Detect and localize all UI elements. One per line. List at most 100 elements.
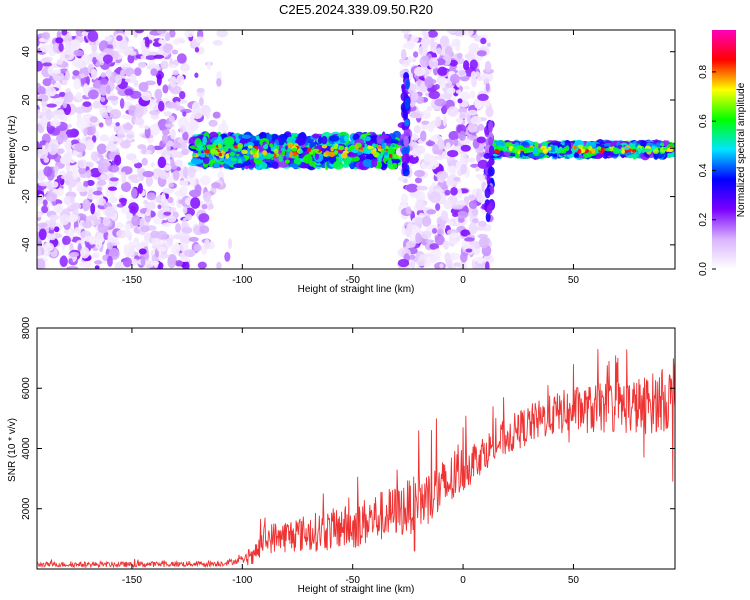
spectrogram-cell: [134, 117, 145, 126]
spectrogram-cell: [190, 197, 201, 209]
spectrogram-cell: [389, 139, 399, 144]
spectrogram-cell: [421, 120, 430, 125]
spectrogram-cell: [455, 161, 461, 172]
spectrogram-cell: [415, 232, 422, 245]
spectrogram-cell: [41, 32, 51, 40]
snr-x-tick-label: -150: [122, 575, 142, 586]
spectrogram-cell: [237, 142, 244, 149]
spectrogram-cell: [202, 156, 210, 165]
spectrogram-cell: [321, 135, 328, 145]
spectrogram-cell: [473, 243, 478, 249]
spectrogram-cell: [469, 59, 478, 70]
spectrogram-cell: [100, 96, 106, 102]
spectrogram-cell: [404, 119, 410, 127]
spectrogram-cell: [455, 89, 462, 94]
spectrogram-cell: [110, 50, 120, 60]
spectrogram-cell: [144, 202, 156, 210]
spectrogram-x-axis: -150 -100 -50 0 50: [122, 30, 579, 286]
spectrogram-cell: [421, 216, 432, 227]
spectrogram-cell: [384, 151, 389, 156]
spectrogram-cell: [49, 217, 57, 229]
spectrogram-cell: [148, 102, 160, 112]
spectrogram-cell: [280, 136, 287, 143]
spectrogram-cell: [137, 183, 143, 194]
spectrogram-cell: [96, 179, 107, 186]
spectrogram-cell: [201, 204, 208, 210]
spectrogram-cell: [91, 252, 100, 259]
spectrogram-x-tick-label: -150: [122, 275, 142, 286]
spectrogram-cell: [94, 265, 100, 269]
spectrogram-cell: [605, 147, 611, 152]
spectrogram-cell: [134, 67, 142, 77]
spectrogram-cell: [153, 54, 165, 59]
spectrogram-cell: [161, 192, 166, 203]
spectrogram-cell: [48, 233, 57, 241]
spectrogram-cell: [175, 37, 185, 44]
spectrogram-cell: [204, 148, 211, 155]
spectrogram-cell: [413, 169, 426, 178]
spectrogram-cell: [484, 60, 492, 73]
spectrogram-cell: [128, 50, 137, 56]
spectrogram-cell: [122, 257, 132, 268]
spectrogram-cell: [366, 145, 374, 150]
colorbar: 0.0 0.2 0.4 0.6 0.8 Normalized spectral ampl…: [698, 30, 747, 276]
spectrogram-cell: [318, 136, 323, 145]
spectrogram-cell: [129, 73, 137, 84]
spectrogram-cell: [150, 113, 160, 120]
spectrogram-cell: [194, 72, 199, 78]
spectrogram-cell: [179, 125, 186, 134]
spectrogram-cell: [484, 187, 491, 199]
spectrogram-cell: [184, 213, 193, 221]
spectrogram-cell: [182, 206, 188, 214]
spectrogram-cell: [62, 99, 68, 109]
spectrogram-cell: [446, 87, 456, 94]
spectrogram-cell: [312, 133, 320, 139]
spectrogram-cell: [128, 202, 139, 214]
spectrogram-cell: [547, 146, 552, 151]
spectrogram-cell: [105, 69, 112, 78]
spectrogram-cell: [47, 146, 52, 153]
spectrogram-cell: [174, 242, 180, 251]
spectrogram-cell: [199, 96, 204, 107]
spectrogram-cell: [434, 161, 440, 168]
spectrogram-cell: [430, 38, 435, 48]
spectrogram-cell: [213, 162, 220, 168]
spectrogram-cell: [450, 187, 458, 196]
spectrogram-cell: [442, 114, 447, 127]
spectrogram-cell: [162, 84, 169, 94]
spectrogram-cell: [400, 193, 409, 204]
spectrogram-cell: [405, 206, 412, 215]
spectrogram-cell: [158, 262, 164, 269]
spectrogram-cell: [411, 133, 419, 141]
snr-y-tick-label: 4000: [21, 437, 32, 460]
spectrogram-cell: [434, 116, 442, 127]
spectrogram-cell: [419, 55, 430, 68]
snr-marks: [37, 349, 675, 569]
spectrogram-cell: [91, 44, 98, 53]
spectrogram-cell: [210, 159, 216, 164]
spectrogram-cell: [411, 141, 418, 149]
spectrogram-cell: [48, 143, 58, 155]
spectrogram-cell: [429, 243, 440, 250]
spectrogram-cell: [399, 58, 404, 65]
spectrogram-cell: [125, 30, 137, 35]
spectrogram-cell: [182, 131, 189, 141]
spectrogram-cell: [330, 146, 334, 152]
spectrogram-cell: [161, 222, 172, 227]
spectrogram-cell: [121, 198, 127, 207]
spectrogram-cell: [95, 238, 103, 250]
spectrogram-cell: [425, 140, 436, 147]
spectrogram-cell: [468, 42, 480, 54]
spectrogram-cell: [271, 161, 279, 169]
spectrogram-cell: [397, 258, 410, 268]
spectrogram-cell: [65, 69, 70, 81]
spectrogram-cell: [83, 180, 89, 188]
spectrogram-cell: [104, 35, 113, 42]
spectrogram-cell: [43, 166, 53, 177]
spectrogram-cell: [82, 198, 91, 211]
spectrogram-cell: [87, 89, 99, 100]
spectrogram-cell: [107, 255, 113, 267]
spectrogram-cell: [208, 119, 218, 127]
spectrogram-cell: [37, 258, 46, 269]
spectrogram-cell: [458, 70, 466, 76]
